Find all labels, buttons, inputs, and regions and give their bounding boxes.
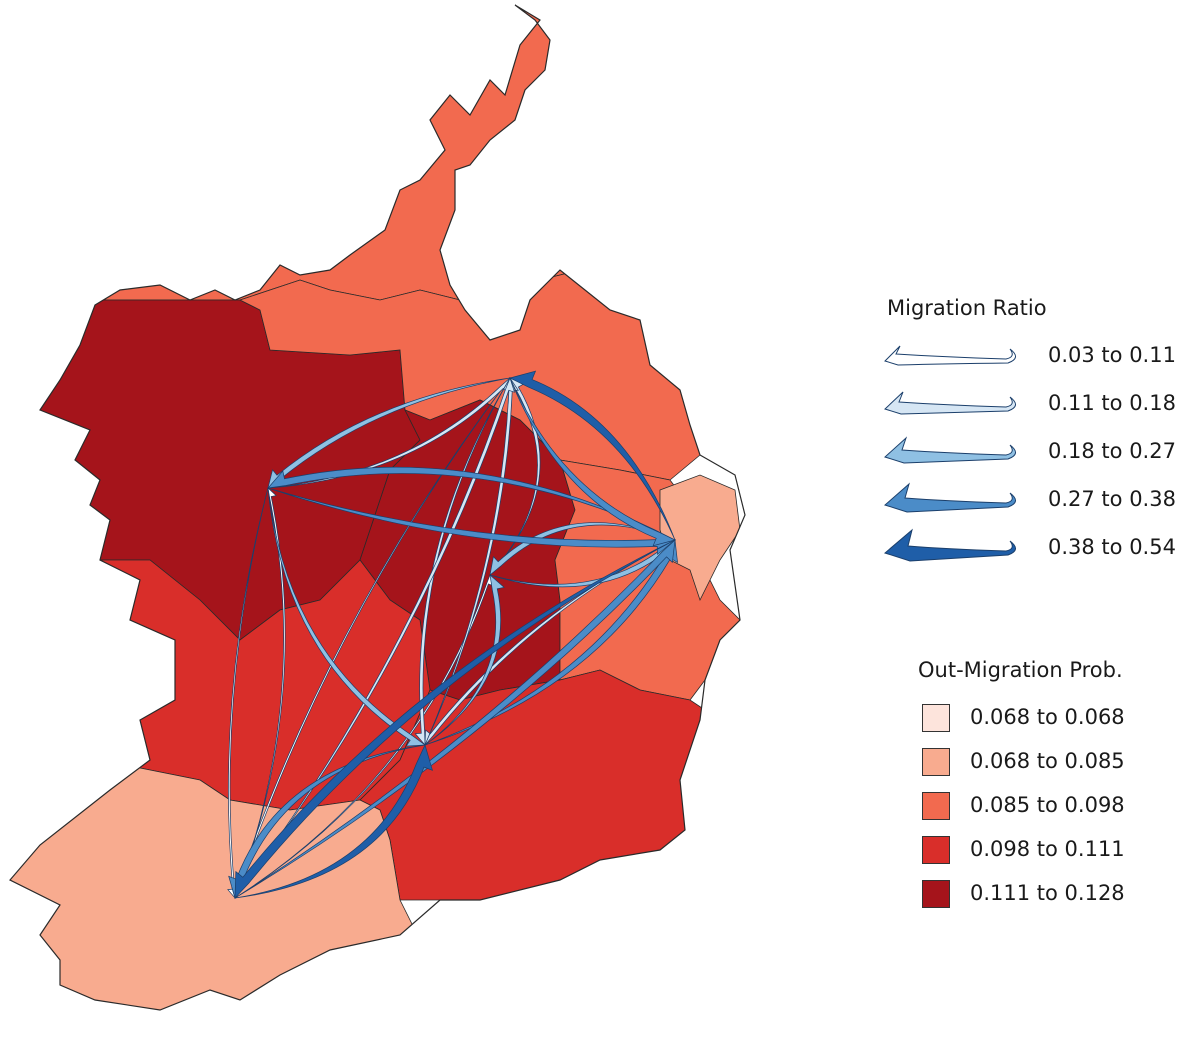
out-migration-label-2: 0.068 to 0.085 — [970, 749, 1125, 773]
migration-ratio-legend-arrow — [883, 528, 1016, 562]
migration-ratio-legend-arrow — [884, 482, 1016, 513]
out-migration-swatch-5 — [922, 880, 950, 908]
migration-ratio-legend-arrow — [884, 345, 1016, 366]
flow-arrow — [227, 487, 269, 900]
flow-arrow — [424, 539, 678, 746]
region-donegal — [10, 5, 601, 301]
flow-arrow — [489, 522, 676, 576]
migration-ratio-legend-arrow — [884, 436, 1016, 464]
flow-arrow — [267, 466, 676, 541]
out-migration-label-3: 0.085 to 0.098 — [970, 793, 1125, 817]
migration-ratio-label-2: 0.11 to 0.18 — [1048, 391, 1176, 415]
migration-ratio-label-1: 0.03 to 0.11 — [1048, 343, 1176, 367]
out-migration-legend-title: Out-Migration Prob. — [918, 658, 1123, 682]
migration-ratio-label-5: 0.38 to 0.54 — [1048, 535, 1176, 559]
out-migration-swatch-3 — [922, 792, 950, 820]
region-south-west — [10, 759, 421, 1010]
migration-ratio-legend-arrows — [883, 345, 1016, 562]
flow-arrow — [267, 487, 676, 556]
flow-arrow — [424, 376, 519, 746]
flow-arrow — [234, 539, 676, 899]
out-migration-swatch-2 — [922, 748, 950, 776]
out-migration-label-4: 0.098 to 0.111 — [970, 837, 1125, 861]
migration-ratio-legend-title: Migration Ratio — [887, 296, 1047, 320]
flow-arrow — [509, 370, 676, 541]
migration-ratio-legend-arrow — [884, 391, 1016, 415]
flow-arrow — [267, 377, 511, 489]
flow-arrow — [414, 377, 511, 746]
flow-arrow — [509, 377, 677, 547]
migration-ratio-label-3: 0.18 to 0.27 — [1048, 439, 1176, 463]
out-migration-label-1: 0.068 to 0.068 — [970, 705, 1125, 729]
out-migration-swatch-4 — [922, 836, 950, 864]
flow-arrow — [234, 744, 433, 899]
flow-arrow — [234, 376, 516, 899]
migration-flows — [227, 370, 678, 900]
out-migration-label-5: 0.111 to 0.128 — [970, 881, 1125, 905]
migration-ratio-label-4: 0.27 to 0.38 — [1048, 487, 1176, 511]
flow-arrow — [234, 539, 676, 899]
out-migration-swatch-1 — [922, 704, 950, 732]
flow-arrow — [424, 574, 505, 746]
flow-arrow — [234, 487, 286, 899]
flow-arrow — [267, 487, 426, 747]
flow-arrow — [424, 539, 676, 746]
